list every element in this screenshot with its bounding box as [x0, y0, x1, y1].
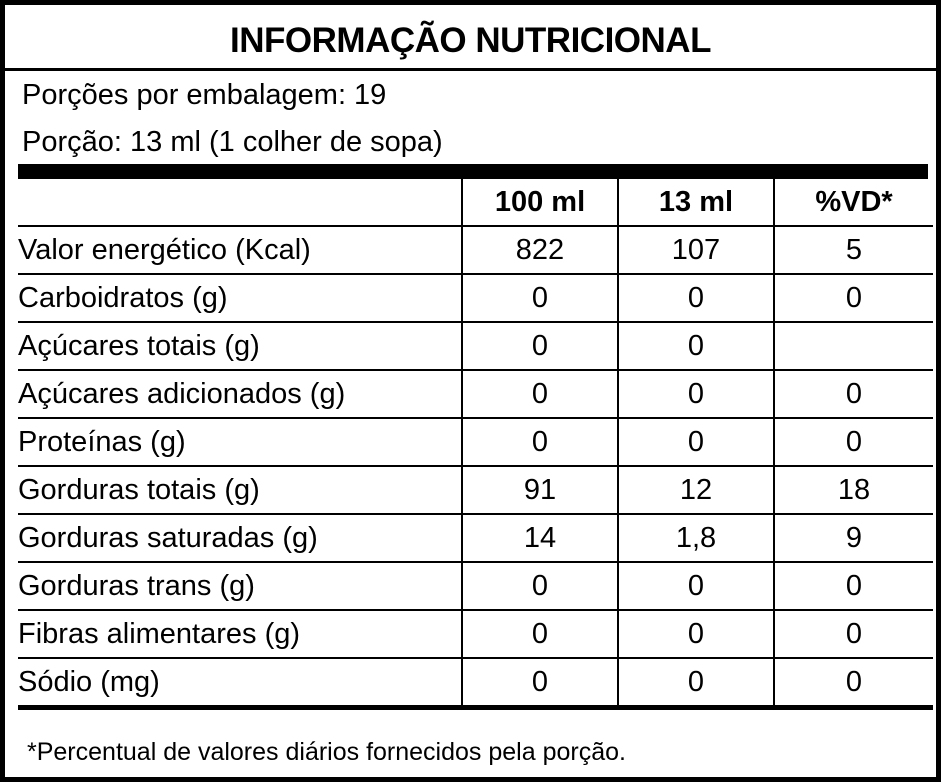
value-per-100ml: 0 [461, 321, 619, 371]
value-per-100ml: 822 [461, 226, 619, 275]
nutrient-name: Proteínas (g) [18, 417, 463, 467]
value-per-serving: 0 [617, 321, 775, 371]
table-row: Gorduras saturadas (g) 14 1,8 9 [18, 513, 933, 563]
nutrient-name: Fibras alimentares (g) [18, 609, 463, 659]
value-per-serving: 0 [617, 561, 775, 611]
value-daily-percent: 18 [773, 465, 933, 515]
value-daily-percent: 0 [773, 609, 933, 659]
value-per-serving: 0 [617, 657, 775, 710]
value-per-serving: 12 [617, 465, 775, 515]
value-per-100ml: 14 [461, 513, 619, 563]
thick-divider [18, 164, 928, 179]
table-row: Gorduras trans (g) 0 0 0 [18, 561, 933, 611]
table-row: Carboidratos (g) 0 0 0 [18, 273, 933, 323]
value-per-serving: 0 [617, 273, 775, 323]
table-row: Gorduras totais (g) 91 12 18 [18, 465, 933, 515]
table-row: Fibras alimentares (g) 0 0 0 [18, 609, 933, 659]
nutrient-name: Gorduras trans (g) [18, 561, 463, 611]
value-per-serving: 107 [617, 226, 775, 275]
value-daily-percent: 0 [773, 657, 933, 710]
footnote: *Percentual de valores diários fornecido… [27, 738, 626, 766]
table-row: Açúcares totais (g) 0 0 [18, 321, 933, 371]
label-title: INFORMAÇÃO NUTRICIONAL [230, 21, 711, 60]
table-header-row: 100 ml 13 ml %VD* [18, 179, 933, 227]
value-per-100ml: 0 [461, 561, 619, 611]
value-per-serving: 0 [617, 417, 775, 467]
header-per-100ml: 100 ml [461, 179, 619, 227]
header-daily-value: %VD* [773, 179, 933, 227]
value-daily-percent: 5 [773, 226, 933, 275]
header-per-serving: 13 ml [617, 179, 775, 227]
value-per-serving: 0 [617, 609, 775, 659]
value-daily-percent [773, 321, 933, 371]
nutrient-name: Sódio (mg) [18, 657, 463, 710]
value-daily-percent: 0 [773, 369, 933, 419]
table-row: Valor energético (Kcal) 822 107 5 [18, 226, 933, 275]
header-nutrient [18, 179, 463, 227]
table-row: Sódio (mg) 0 0 0 [18, 657, 933, 710]
nutrient-name: Carboidratos (g) [18, 273, 463, 323]
value-daily-percent: 0 [773, 561, 933, 611]
value-per-100ml: 0 [461, 417, 619, 467]
nutrient-name: Gorduras saturadas (g) [18, 513, 463, 563]
table-row: Proteínas (g) 0 0 0 [18, 417, 933, 467]
value-daily-percent: 0 [773, 417, 933, 467]
value-per-serving: 0 [617, 369, 775, 419]
value-per-100ml: 0 [461, 273, 619, 323]
value-per-100ml: 0 [461, 609, 619, 659]
nutrient-name: Valor energético (Kcal) [18, 226, 463, 275]
value-daily-percent: 9 [773, 513, 933, 563]
nutrition-table: 100 ml 13 ml %VD* Valor energético (Kcal… [18, 179, 933, 710]
title-divider [5, 68, 936, 71]
table-row: Açúcares adicionados (g) 0 0 0 [18, 369, 933, 419]
serving-size: Porção: 13 ml (1 colher de sopa) [22, 126, 443, 158]
value-per-100ml: 0 [461, 369, 619, 419]
value-per-100ml: 91 [461, 465, 619, 515]
value-per-100ml: 0 [461, 657, 619, 710]
nutrient-name: Gorduras totais (g) [18, 465, 463, 515]
servings-per-package: Porções por embalagem: 19 [22, 79, 387, 111]
nutrient-name: Açúcares totais (g) [18, 321, 463, 371]
value-daily-percent: 0 [773, 273, 933, 323]
nutrient-name: Açúcares adicionados (g) [18, 369, 463, 419]
value-per-serving: 1,8 [617, 513, 775, 563]
